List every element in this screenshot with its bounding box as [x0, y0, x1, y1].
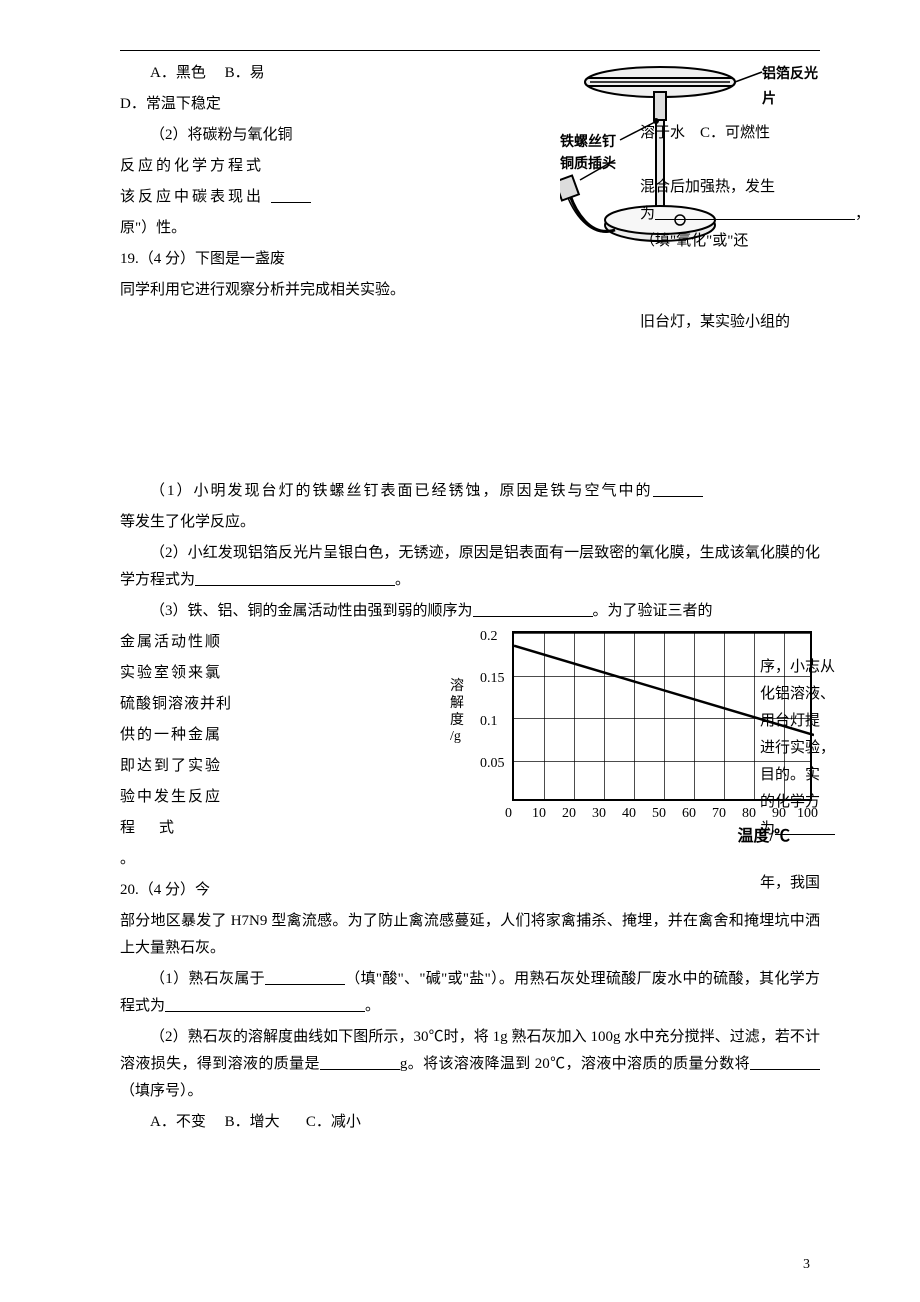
- q19-p3l7b: 的化学方: [760, 789, 920, 816]
- q19-p1: （1）小明发现台灯的铁螺丝钉表面已经锈蚀，原因是铁与空气中的: [120, 478, 820, 505]
- ytick-0: 0.2: [480, 624, 498, 649]
- q19-p3l4b: 用台灯提: [760, 708, 920, 735]
- q19-blank-rust: [653, 482, 703, 497]
- yl2: 解: [450, 696, 464, 713]
- q19-p2: （2）小红发现铝箔反光片呈银白色，无锈迹，原因是铝表面有一层致密的氧化膜，生成该…: [120, 540, 820, 594]
- q18-opt-b: B．易: [225, 65, 265, 81]
- ytick-1: 0.15: [480, 666, 505, 691]
- q18-line2b: 混合后加强热，发生: [640, 174, 920, 201]
- q20-blank-fraction: [750, 1055, 820, 1070]
- q20-blank-class: [265, 970, 345, 985]
- q19-p3l2b: 序，小志从: [760, 654, 920, 681]
- q18-line4a-text: 该反应中碳表现出: [120, 189, 264, 205]
- q18-line3b: 为: [640, 206, 655, 222]
- q20-opt-a: A．不变: [150, 1114, 206, 1130]
- xtick-6: 60: [682, 801, 696, 826]
- lamp-label-plug: 铜质插头: [560, 152, 616, 177]
- q20-options: A．不变 B．增大 C．减小: [120, 1109, 820, 1136]
- q20-blank-mass: [320, 1055, 400, 1070]
- q19-right-col: 序，小志从 化铝溶液、 用台灯提 进行实验， 目的。实 的化学方 为 年，我国: [760, 654, 920, 897]
- xtick-3: 30: [592, 801, 606, 826]
- header-rule: [120, 50, 820, 51]
- q20-body: 部分地区暴发了 H7N9 型禽流感。为了防止禽流感蔓延，人们将家禽捕杀、掩埋，并…: [120, 908, 820, 1136]
- q19-blank-order: [473, 602, 593, 617]
- xtick-4: 40: [622, 801, 636, 826]
- q19-p1-cont: 等发生了化学反应。: [120, 509, 820, 536]
- q20-p2b: g。将该溶液降温到 20℃，溶液中溶质的质量分数将: [400, 1056, 750, 1072]
- q18-opt-a: A．黑色: [150, 65, 206, 81]
- yl4: /g: [450, 729, 464, 746]
- q18-right-col: 溶于水 C．可燃性 混合后加强热，发生 为， （填"氧化"或"还 旧台灯，某实验…: [640, 120, 920, 336]
- q20-intro-b: 年，我国: [760, 870, 920, 897]
- q18-line3-right: 为，: [640, 201, 920, 228]
- yl3: 度: [450, 713, 464, 730]
- q19-p3l1b: 。为了验证三者的: [593, 603, 713, 619]
- q20-p1: （1）熟石灰属于（填"酸"、"碱"或"盐"）。用熟石灰处理硫酸厂废水中的硫酸，其…: [120, 966, 820, 1020]
- q18-line4b: （填"氧化"或"还: [640, 228, 920, 255]
- q20-blank-h2so4-eq: [165, 997, 365, 1012]
- xtick-0: 0: [505, 801, 512, 826]
- q18-options-line1b: 溶于水 C．可燃性: [640, 120, 920, 147]
- q19-p3-line1: （3）铁、铝、铜的金属活动性由强到弱的顺序为 。为了验证三者的: [120, 598, 820, 625]
- xtick-1: 10: [532, 801, 546, 826]
- y-axis-label: 溶 解 度 /g: [450, 679, 464, 746]
- q20-opt-c: C．减小: [306, 1114, 361, 1130]
- q18-blank-equation: [655, 205, 855, 220]
- q19-p3l6b: 目的。实: [760, 762, 920, 789]
- q19-p2b: 。: [395, 572, 410, 588]
- xtick-2: 20: [562, 801, 576, 826]
- xtick-7: 70: [712, 801, 726, 826]
- q19-p3l8b: 为: [760, 821, 775, 837]
- q20-intro-c: 部分地区暴发了 H7N9 型禽流感。为了防止禽流感蔓延，人们将家禽捕杀、掩埋，并…: [120, 908, 820, 962]
- q18-line3c: ，: [855, 206, 870, 222]
- q20-p2c: （填序号）。: [120, 1083, 203, 1099]
- q18-opt-c: C．可燃性: [700, 125, 770, 141]
- q20-intro-a: 20.（4 分）今: [120, 877, 820, 904]
- yl1: 溶: [450, 679, 464, 696]
- ytick-2: 0.1: [480, 709, 498, 734]
- q19-blank-oxide-eq: [195, 571, 395, 586]
- q19-p3l1a: （3）铁、铝、铜的金属活动性由强到弱的顺序为: [150, 603, 473, 619]
- q19-p3l3b: 化铝溶液、: [760, 681, 920, 708]
- q20-p2: （2）熟石灰的溶解度曲线如下图所示，30℃时，将 1g 熟石灰加入 100g 水…: [120, 1024, 820, 1105]
- q20-p1c: 。: [365, 998, 380, 1014]
- q20-opt-b: B．增大: [225, 1114, 280, 1130]
- q19-intro-b: 旧台灯，某实验小组的: [640, 309, 920, 336]
- q19-blank-eq2: [775, 820, 835, 835]
- q19-body: （1）小明发现台灯的铁螺丝钉表面已经锈蚀，原因是铁与空气中的 等发生了化学反应。…: [120, 478, 820, 904]
- ytick-3: 0.05: [480, 751, 505, 776]
- page-number: 3: [803, 1252, 810, 1277]
- q19-p3l8b-wrap: 为: [760, 816, 920, 843]
- q20-p1a: （1）熟石灰属于: [150, 971, 265, 987]
- page-content: 铝箔反光片 铁螺丝钉 铜质插头 A．黑色 B．易 溶于水 C．可燃性 混合后加强…: [120, 60, 820, 1136]
- xtick-5: 50: [652, 801, 666, 826]
- lamp-label-foil: 铝箔反光片: [762, 62, 820, 112]
- q19-p1a: （1）小明发现台灯的铁螺丝钉表面已经锈蚀，原因是铁与空气中的: [150, 483, 653, 499]
- q19-p3l5b: 进行实验，: [760, 735, 920, 762]
- q18-opt-b2: 溶于水: [640, 125, 685, 141]
- q18-blank-oxred: [271, 188, 311, 203]
